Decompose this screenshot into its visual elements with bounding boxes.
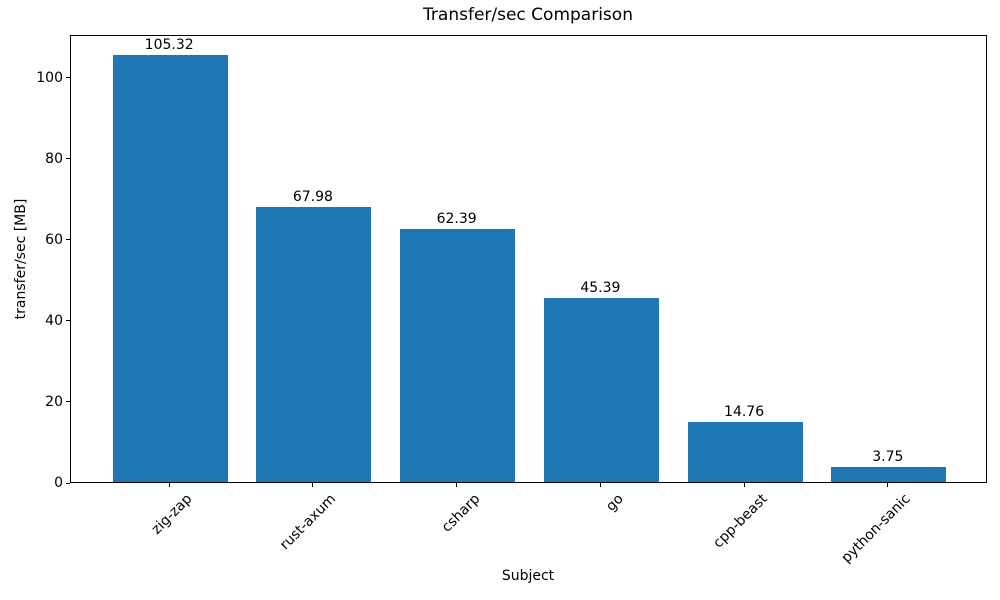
y-tick-label: 40	[45, 312, 63, 329]
y-tick-mark	[66, 239, 70, 241]
bar-csharp	[400, 229, 516, 482]
x-tick-label-zig-zap: zig-zap	[148, 491, 196, 538]
x-axis-label: Subject	[501, 568, 555, 584]
x-tick-mark	[168, 483, 170, 487]
bar-rust-axum	[256, 206, 372, 482]
y-tick-label: 0	[54, 475, 63, 491]
bar-zig-zap	[112, 55, 228, 482]
bar-value-label-cpp-beast: 14.76	[724, 404, 765, 421]
y-tick-label: 80	[45, 150, 63, 167]
x-tick-mark	[312, 483, 314, 487]
bar-value-label-zig-zap: 105.32	[144, 37, 194, 54]
y-tick-label: 60	[45, 231, 63, 248]
bar-value-label-csharp: 62.39	[436, 211, 477, 228]
x-tick-label-cpp-beast: cpp-beast	[710, 491, 771, 552]
y-tick-mark	[66, 401, 70, 403]
x-tick-mark	[456, 483, 458, 487]
bar-value-label-go: 45.39	[580, 280, 621, 297]
x-tick-label-rust-axum: rust-axum	[277, 491, 340, 554]
x-tick-label-csharp: csharp	[438, 491, 483, 536]
bar-value-label-python-sanic: 3.75	[872, 448, 904, 465]
y-tick-mark	[66, 77, 70, 79]
bar-cpp-beast	[687, 422, 803, 482]
y-tick-mark	[66, 158, 70, 160]
bar-value-label-rust-axum: 67.98	[292, 188, 333, 205]
x-tick-label-go: go	[603, 491, 627, 515]
y-tick-label: 100	[36, 69, 63, 86]
x-tick-mark	[887, 483, 889, 487]
y-tick-label: 20	[45, 393, 63, 410]
y-axis-label: transfer/sec [MB]	[13, 198, 29, 320]
x-tick-mark	[599, 483, 601, 487]
x-tick-label-python-sanic: python-sanic	[838, 491, 915, 567]
bar-python-sanic	[831, 466, 947, 482]
plot-area	[70, 35, 987, 483]
bar-go	[543, 298, 659, 482]
chart-title: Transfer/sec Comparison	[423, 5, 633, 25]
y-tick-mark	[66, 320, 70, 322]
x-tick-mark	[743, 483, 745, 487]
y-tick-mark	[66, 482, 70, 484]
